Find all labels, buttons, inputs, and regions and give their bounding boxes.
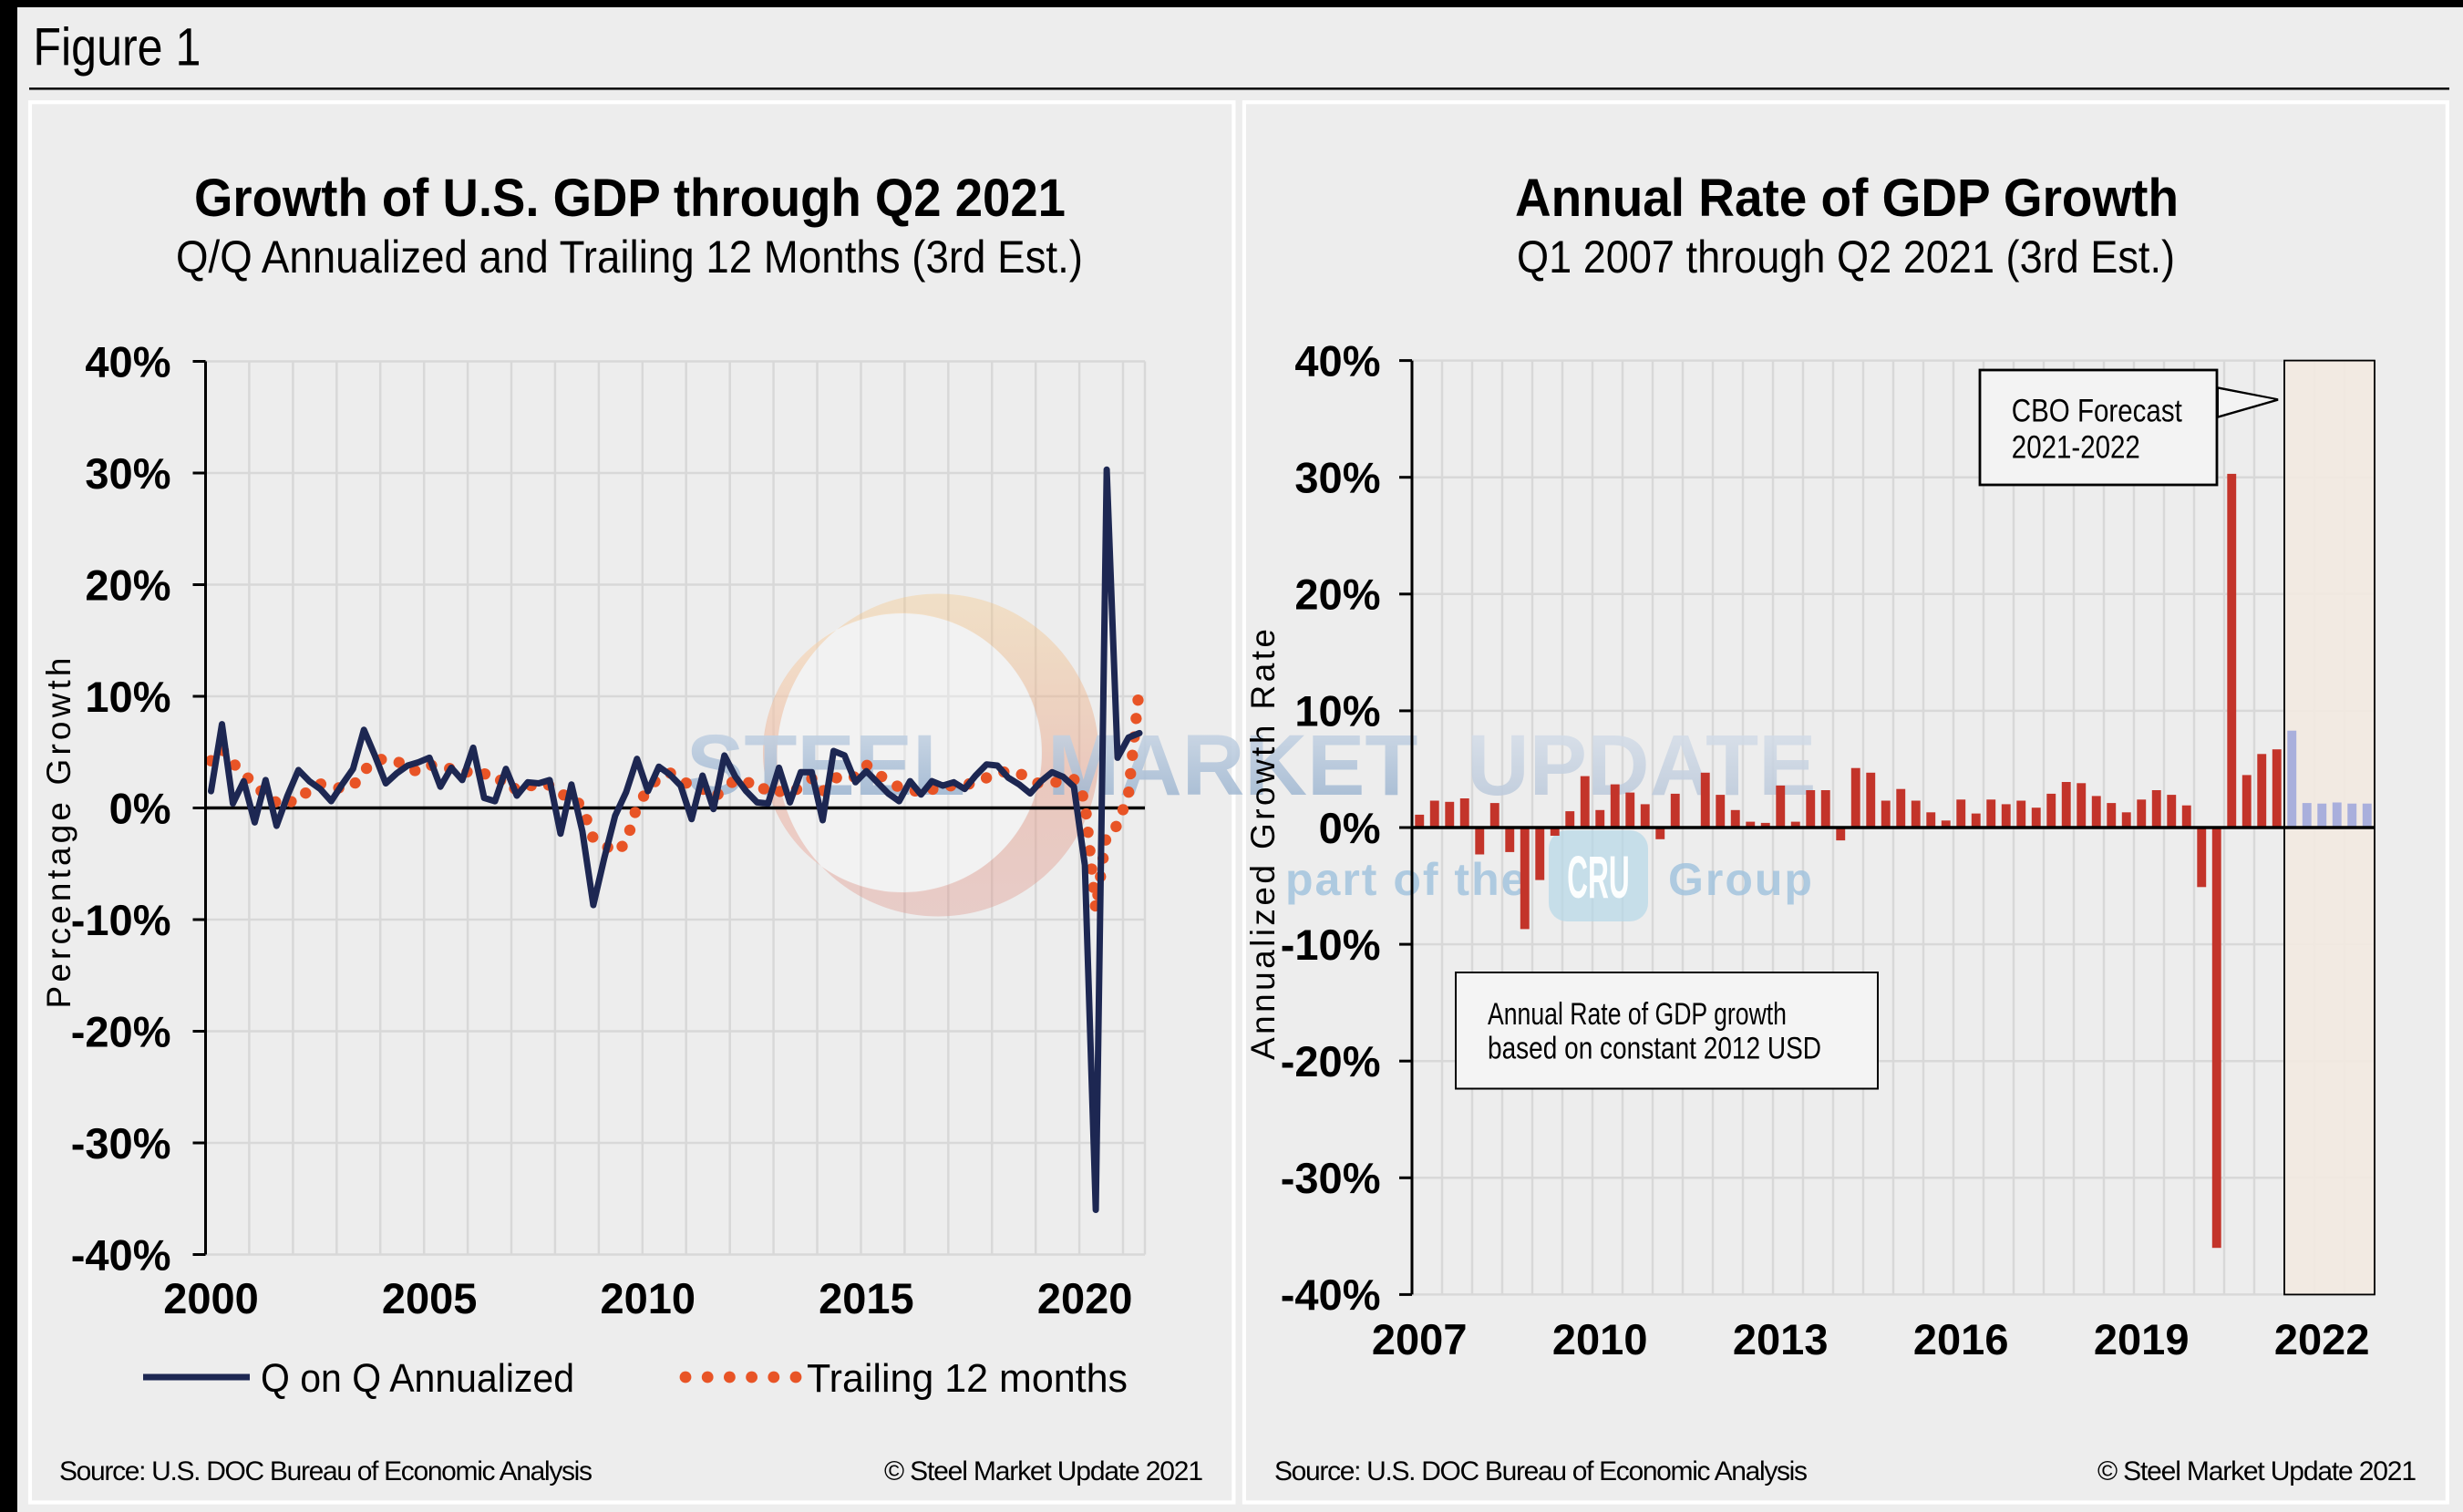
svg-text:UPDATE: UPDATE [1467,717,1817,814]
svg-text:Trailing 12 months: Trailing 12 months [807,1356,1128,1401]
svg-text:2019: 2019 [2094,1315,2190,1363]
svg-text:2021-2022: 2021-2022 [2012,430,2140,466]
svg-text:MARKET: MARKET [1047,717,1417,814]
svg-text:Source: U.S. DOC Bureau of Eco: Source: U.S. DOC Bureau of Economic Anal… [59,1456,593,1486]
svg-text:-30%: -30% [1281,1154,1381,1202]
svg-text:2007: 2007 [1372,1315,1468,1363]
svg-text:30%: 30% [85,449,170,498]
svg-text:Q1 2007 through Q2 2021 (3rd E: Q1 2007 through Q2 2021 (3rd Est.) [1517,231,2175,283]
svg-text:10%: 10% [1294,687,1380,735]
svg-text:Percentage Growth: Percentage Growth [40,658,77,1009]
svg-text:-40%: -40% [1281,1270,1381,1319]
svg-text:© Steel Market Update 2021: © Steel Market Update 2021 [884,1456,1203,1486]
svg-text:Source: U.S. DOC Bureau of Eco: Source: U.S. DOC Bureau of Economic Anal… [1274,1456,1808,1486]
svg-text:Annualized Growth Rate: Annualized Growth Rate [1244,629,1282,1060]
svg-text:Group: Group [1668,854,1814,905]
svg-text:2010: 2010 [601,1274,696,1322]
svg-text:2000: 2000 [163,1274,259,1322]
svg-text:Q on Q Annualized: Q on Q Annualized [261,1356,574,1401]
svg-text:Q/Q Annualized and Trailing 12: Q/Q Annualized and Trailing 12 Months (3… [176,231,1083,283]
svg-text:0%: 0% [1319,804,1381,852]
svg-text:40%: 40% [1294,336,1380,385]
svg-text:Annual Rate of GDP growth: Annual Rate of GDP growth [1488,997,1787,1032]
svg-text:2020: 2020 [1037,1274,1133,1322]
svg-text:-10%: -10% [1281,921,1381,969]
svg-text:0%: 0% [109,784,171,832]
svg-text:© Steel Market Update 2021: © Steel Market Update 2021 [2097,1456,2417,1486]
svg-text:2010: 2010 [1552,1315,1648,1363]
svg-text:2016: 2016 [1913,1315,2009,1363]
svg-text:-40%: -40% [71,1230,171,1279]
svg-text:40%: 40% [85,337,170,386]
svg-text:2022: 2022 [2274,1315,2370,1363]
svg-text:2005: 2005 [382,1274,478,1322]
svg-text:-10%: -10% [71,896,171,944]
svg-text:30%: 30% [1294,454,1380,502]
svg-text:CRU: CRU [1567,843,1630,910]
svg-text:-20%: -20% [71,1007,171,1055]
svg-text:20%: 20% [85,561,170,609]
svg-text:based on constant 2012 USD: based on constant 2012 USD [1488,1032,1821,1066]
svg-text:CBO Forecast: CBO Forecast [2012,394,2182,429]
svg-text:Figure 1: Figure 1 [33,18,201,77]
svg-text:10%: 10% [85,673,170,721]
svg-text:-30%: -30% [71,1119,171,1167]
svg-text:2015: 2015 [819,1274,914,1322]
svg-text:Annual Rate of GDP Growth: Annual Rate of GDP Growth [1515,169,2179,228]
svg-text:Growth of U.S. GDP through Q2: Growth of U.S. GDP through Q2 2021 [194,169,1066,228]
svg-text:-20%: -20% [1281,1037,1381,1085]
svg-text:20%: 20% [1294,571,1380,619]
svg-text:2013: 2013 [1733,1315,1829,1363]
svg-text:part of the: part of the [1285,854,1528,905]
